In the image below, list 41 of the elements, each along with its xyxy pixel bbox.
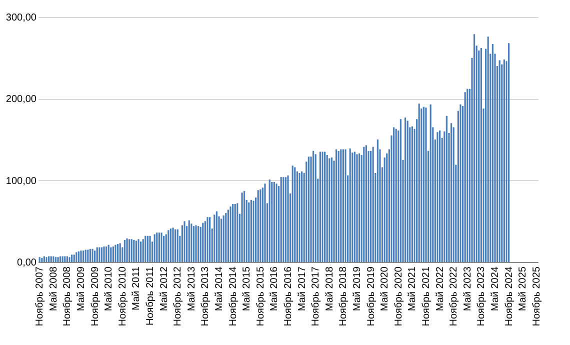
x-tick-label: Май 2016 <box>269 266 280 312</box>
y-tick-label: 200,00 <box>6 94 37 106</box>
x-tick-label: Ноябрь 2021 <box>420 266 432 326</box>
x-tick-label: Ноябрь 2025 <box>531 266 542 326</box>
x-tick-label: Май 2010 <box>104 266 115 312</box>
x-tick-label: Ноябрь 2014 <box>228 266 239 326</box>
x-tick-label: Май 2021 <box>407 266 418 312</box>
x-tick-label: Май 2009 <box>76 266 88 312</box>
x-tick-label: Ноябрь 2008 <box>62 266 74 326</box>
x-tick-label: Ноябрь 2015 <box>255 266 266 326</box>
x-tick-label: Май 2023 <box>462 266 474 312</box>
x-tick-label: Май 2012 <box>158 266 170 312</box>
x-tick-label: Ноябрь 2011 <box>145 266 156 326</box>
x-tick-label: Ноябрь 2017 <box>310 266 322 326</box>
x-tick-label: Ноябрь 2010 <box>117 266 128 326</box>
x-tick-label: Ноябрь 2007 <box>34 266 46 326</box>
x-tick-label: Май 2013 <box>186 266 198 312</box>
y-tick-label: 0,00 <box>17 258 37 268</box>
x-tick-label: Ноябрь 2019 <box>366 266 377 326</box>
x-tick-label: Май 2025 <box>518 266 529 312</box>
x-tick-label: Ноябрь 2024 <box>504 266 515 326</box>
x-tick-label: Ноябрь 2023 <box>476 266 488 326</box>
y-tick-label: 300,00 <box>6 12 37 24</box>
x-tick-label: Ноябрь 2009 <box>90 266 101 326</box>
x-tick-label: Май 2015 <box>242 266 253 312</box>
x-tick-label: Ноябрь 2020 <box>393 266 404 326</box>
x-tick-label: Ноябрь 2016 <box>283 266 294 326</box>
x-tick-label: Май 2022 <box>434 266 446 312</box>
x-tick-label: Ноябрь 2013 <box>200 266 212 326</box>
x-tick-label: Ноябрь 2018 <box>338 266 350 326</box>
x-tick-label: Май 2014 <box>214 266 226 312</box>
x-tick-label: Май 2017 <box>296 266 308 312</box>
x-tick-label: Май 2008 <box>48 266 60 312</box>
x-tick-label: Май 2011 <box>131 266 142 310</box>
x-tick-label: Май 2019 <box>352 266 363 312</box>
x-tick-label: Ноябрь 2022 <box>448 266 460 326</box>
x-tick-label: Ноябрь 2012 <box>172 266 184 326</box>
x-tick-label: Май 2024 <box>490 266 501 312</box>
y-tick-label: 100,00 <box>6 176 37 187</box>
x-tick-label: Май 2018 <box>324 266 336 312</box>
x-tick-label: Май 2020 <box>380 266 391 312</box>
